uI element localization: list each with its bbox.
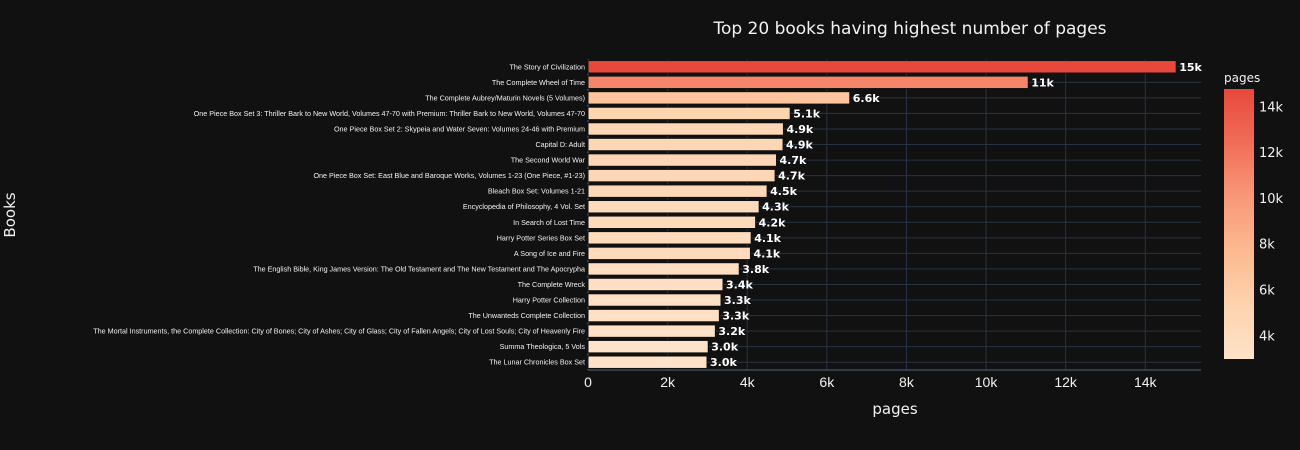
y-axis-title: Books	[1, 192, 19, 237]
x-axis-title: pages	[872, 400, 917, 418]
x-tick-label: 12k	[1054, 374, 1078, 390]
bar-value-label: 4.7k	[778, 170, 805, 183]
grid-lines	[587, 59, 1201, 371]
category-label: A Song of Ice and Fire	[514, 249, 585, 258]
category-label: The Story of Civilization	[510, 62, 586, 71]
colorbar-tick-label: 4k	[1259, 329, 1275, 344]
bar-value-label: 3.2k	[718, 325, 745, 338]
bar-value-label: 4.9k	[786, 123, 813, 136]
colorbar-tick-label: 10k	[1259, 192, 1284, 207]
x-tick-label: 0	[584, 374, 592, 390]
bar	[587, 168, 776, 183]
bar-value-label: 4.3k	[762, 201, 789, 214]
colorbar-ticks: 4k 6k 8k 10k 12k 14k	[1259, 100, 1284, 344]
category-label: The Complete Aubrey/Maturin Novels (5 Vo…	[425, 93, 585, 102]
category-label: The Second World War	[511, 156, 586, 165]
bar	[587, 339, 709, 354]
category-label: The Mortal Instruments, the Complete Col…	[93, 327, 585, 336]
x-axis-ticks: 0 2k 4k 6k 8k 10k 12k 14k	[584, 374, 1157, 390]
category-label: One Piece Box Set 2: Skypeia and Water S…	[334, 124, 585, 133]
bar	[587, 91, 851, 105]
bar-value-label: 4.1k	[754, 232, 781, 245]
category-label: The Complete Wheel of Time	[492, 78, 585, 87]
bar-value-label: 4.5k	[770, 185, 797, 198]
bar-value-label: 6.6k	[853, 92, 880, 105]
x-tick-label: 8k	[899, 374, 915, 390]
x-tick-label: 4k	[740, 374, 756, 390]
bar	[587, 137, 784, 152]
bar	[587, 75, 1029, 90]
colorbar-tick-label: 14k	[1259, 100, 1284, 115]
x-tick-label: 10k	[975, 374, 999, 390]
category-label: Bleach Box Set: Volumes 1-21	[488, 187, 585, 196]
bars	[587, 60, 1177, 369]
category-label: Encyclopedia of Philosophy, 4 Vol. Set	[463, 202, 585, 211]
category-label: Harry Potter Collection	[513, 296, 585, 305]
bar	[587, 277, 724, 292]
colorbar-gradient	[1224, 89, 1254, 359]
bar	[587, 231, 752, 245]
bar-value-label: 4.9k	[786, 139, 813, 152]
bar	[587, 60, 1177, 74]
bar	[587, 355, 708, 369]
bar	[587, 262, 740, 276]
data-labels: 15k 11k 6.6k 5.1k 4.9k 4.9k 4.7k 4.7k 4.5k 4.3k 4.…	[710, 61, 1202, 369]
bar-value-label: 11k	[1031, 76, 1054, 89]
category-label: The Lunar Chronicles Box Set	[489, 358, 585, 367]
bar-value-label: 3.3k	[722, 310, 749, 323]
category-label: One Piece Box Set: East Blue and Baroque…	[313, 171, 585, 180]
bar	[587, 215, 757, 229]
colorbar-tick-label: 8k	[1259, 238, 1275, 253]
bar-value-label: 3.0k	[710, 356, 737, 369]
category-label: The Unwanteds Complete Collection	[468, 311, 585, 320]
colorbar-tick-label: 12k	[1259, 146, 1284, 161]
x-tick-label: 14k	[1134, 374, 1158, 390]
bar	[587, 200, 760, 214]
colorbar-tick-label: 6k	[1259, 284, 1275, 299]
bar-value-label: 3.8k	[742, 263, 769, 276]
category-label: Summa Theologica, 5 Vols	[500, 342, 586, 351]
chart-title: Top 20 books having highest number of pa…	[712, 19, 1106, 39]
bar-value-label: 3.3k	[724, 294, 751, 307]
bar-value-label: 3.4k	[726, 278, 753, 291]
bar	[587, 184, 768, 198]
category-label: One Piece Box Set 3: Thriller Bark to Ne…	[194, 109, 585, 118]
bar	[587, 293, 722, 307]
bar-value-label: 15k	[1179, 61, 1202, 74]
category-label: In Search of Lost Time	[513, 218, 585, 227]
x-tick-label: 6k	[819, 374, 835, 390]
bar	[587, 308, 720, 323]
bar-value-label: 5.1k	[793, 107, 820, 120]
x-tick-label: 2k	[660, 374, 676, 390]
category-label: Capital D: Adult	[535, 140, 585, 149]
bar-value-label: 3.0k	[711, 341, 738, 354]
bar-value-label: 4.7k	[780, 154, 807, 167]
bar	[587, 246, 751, 261]
category-label: The English Bible, King James Version: T…	[253, 264, 585, 273]
bar	[587, 106, 791, 121]
bar	[587, 153, 778, 167]
bar	[587, 324, 716, 338]
colorbar-title: pages	[1224, 71, 1260, 85]
category-label: Harry Potter Series Box Set	[497, 233, 585, 242]
bar	[587, 122, 784, 136]
bar-value-label: 4.2k	[759, 216, 786, 229]
category-labels: The Story of Civilization The Complete Wh…	[93, 62, 585, 366]
category-label: The Complete Wreck	[518, 280, 586, 289]
bar-value-label: 4.1k	[753, 247, 780, 260]
colorbar: pages 4k 6k 8k 10k 12k 14k	[1224, 71, 1284, 359]
